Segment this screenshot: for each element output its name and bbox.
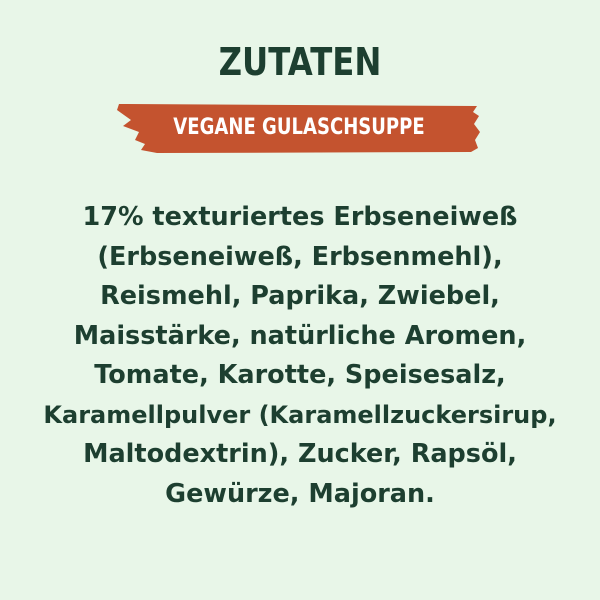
ingredients-line: Maisstärke, natürliche Aromen, [73,320,527,351]
subtitle-banner: VEGANE GULASCHSUPPE [117,102,481,154]
ingredients-line: Gewürze, Majoran. [165,478,435,509]
subtitle: VEGANE GULASCHSUPPE [173,115,425,140]
ingredients-text: 17% texturiertes Erbseneiweß (Erbseneiwe… [0,198,600,514]
ingredients-line: 17% texturiertes Erbseneiweß [82,202,518,232]
ingredients-line: Maltodextrin), Zucker, Rapsöl, [83,439,517,469]
ingredients-line: Tomate, Karotte, Speisesalz, [94,360,506,390]
page-title: ZUTATEN [218,40,382,84]
ingredients-line: (Erbseneiweß, Erbsenmehl), [97,241,503,272]
ingredients-line: Karamellpulver (Karamellzuckersirup, [43,400,557,429]
brush-stroke-shape [117,104,480,153]
ingredients-line: Reismehl, Paprika, Zwiebel, [100,281,500,311]
